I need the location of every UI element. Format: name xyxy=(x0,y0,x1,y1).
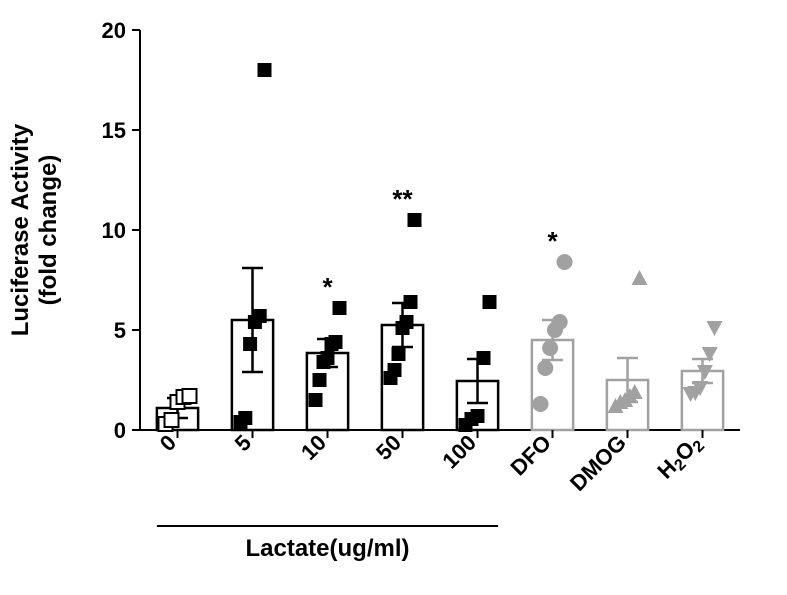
data-point xyxy=(243,337,257,351)
chart-svg: 0 5 10 15 20 Luciferase Activity(fold change)… xyxy=(0,0,787,595)
y-tick-label: 20 xyxy=(102,18,126,43)
data-point xyxy=(238,411,252,425)
x-tick-label-group: DFO xyxy=(506,430,557,481)
data-point xyxy=(477,351,491,365)
x-tick-label-group: H2O2 xyxy=(652,430,708,486)
data-point xyxy=(313,373,327,387)
data-point xyxy=(253,309,267,323)
data-point xyxy=(483,295,497,309)
x-tick-label: DFO xyxy=(506,430,557,481)
x-tick-label-group: 100 xyxy=(437,430,481,474)
x-tick-label-group: 50 xyxy=(371,430,406,465)
x-tick-label-group: 10 xyxy=(296,430,331,465)
significance-label: * xyxy=(322,272,333,302)
data-point xyxy=(309,393,323,407)
data-point xyxy=(404,295,418,309)
data-point xyxy=(388,363,402,377)
data-point xyxy=(400,315,414,329)
data-point xyxy=(165,413,179,427)
data-point xyxy=(707,321,723,336)
data-point xyxy=(533,396,549,412)
x-tick-label: 100 xyxy=(437,430,481,474)
svg-text:Luciferase Activity: Luciferase Activity xyxy=(7,123,34,336)
x-tick-label: H2O2 xyxy=(652,430,708,486)
x-tick-label-group: DMOG xyxy=(565,430,631,496)
y-tick-label: 0 xyxy=(114,418,126,443)
y-tick-label: 15 xyxy=(102,118,126,143)
y-axis-title: Luciferase Activity(fold change) xyxy=(7,123,62,336)
data-point xyxy=(183,389,197,403)
data-point xyxy=(471,409,485,423)
data-point xyxy=(321,351,335,365)
data-point xyxy=(552,314,568,330)
data-point xyxy=(329,335,343,349)
data-point xyxy=(258,63,272,77)
data-point xyxy=(392,347,406,361)
data-point xyxy=(408,213,422,227)
luciferase-chart: { "chart": { "type": "bar-scatter", "wid… xyxy=(0,0,787,595)
svg-text:(fold change): (fold change) xyxy=(35,155,62,306)
x-tick-label: DMOG xyxy=(565,430,631,496)
data-point xyxy=(537,360,553,376)
significance-label: ** xyxy=(392,184,413,214)
data-point xyxy=(697,365,713,380)
data-point xyxy=(333,301,347,315)
data-point xyxy=(557,254,573,270)
significance-label: * xyxy=(547,226,558,256)
group-label: Lactate(ug/ml) xyxy=(245,535,409,562)
data-point xyxy=(632,270,648,285)
y-tick-label: 10 xyxy=(102,218,126,243)
x-tick-label: 50 xyxy=(371,430,406,465)
data-point xyxy=(542,340,558,356)
y-tick-label: 5 xyxy=(114,318,126,343)
x-tick-label: 10 xyxy=(296,430,331,465)
